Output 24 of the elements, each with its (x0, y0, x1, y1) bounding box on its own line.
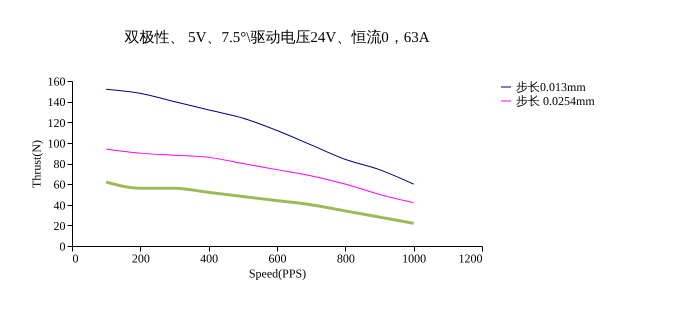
x-tick-label: 1200 (458, 252, 482, 266)
y-tick-label: 0 (60, 240, 66, 254)
line-series (104, 180, 416, 225)
y-tick-label: 20 (54, 218, 66, 233)
y-tick-label: 140 (48, 95, 66, 110)
y-tick-label: 60 (54, 178, 66, 192)
chart-title: 双极性、 5V、7.5°\驱动电压24V、恒流0，63A (124, 29, 430, 46)
y-tick-label: 100 (48, 136, 66, 150)
y-tick-label: 160 (48, 74, 66, 88)
line-series (106, 88, 414, 185)
y-tick-label: 120 (48, 116, 66, 130)
y-tick-label: 40 (54, 198, 66, 212)
x-tick-label: 600 (268, 252, 286, 266)
x-tick-label: 800 (336, 252, 355, 266)
x-tick-label: 400 (200, 252, 218, 266)
line-series (106, 148, 414, 204)
x-axis-title: Speed(PPS) (248, 266, 306, 280)
legend-label: 步长0.013mm (516, 80, 586, 94)
x-tick-label: 200 (132, 252, 150, 266)
legend-label: 步长 0.0254mm (516, 94, 596, 108)
x-tick-label: 0 (72, 252, 78, 266)
y-tick-label: 80 (54, 157, 66, 171)
x-tick-label: 1000 (402, 252, 426, 266)
y-axis-title: Thrust(N) (30, 140, 44, 188)
